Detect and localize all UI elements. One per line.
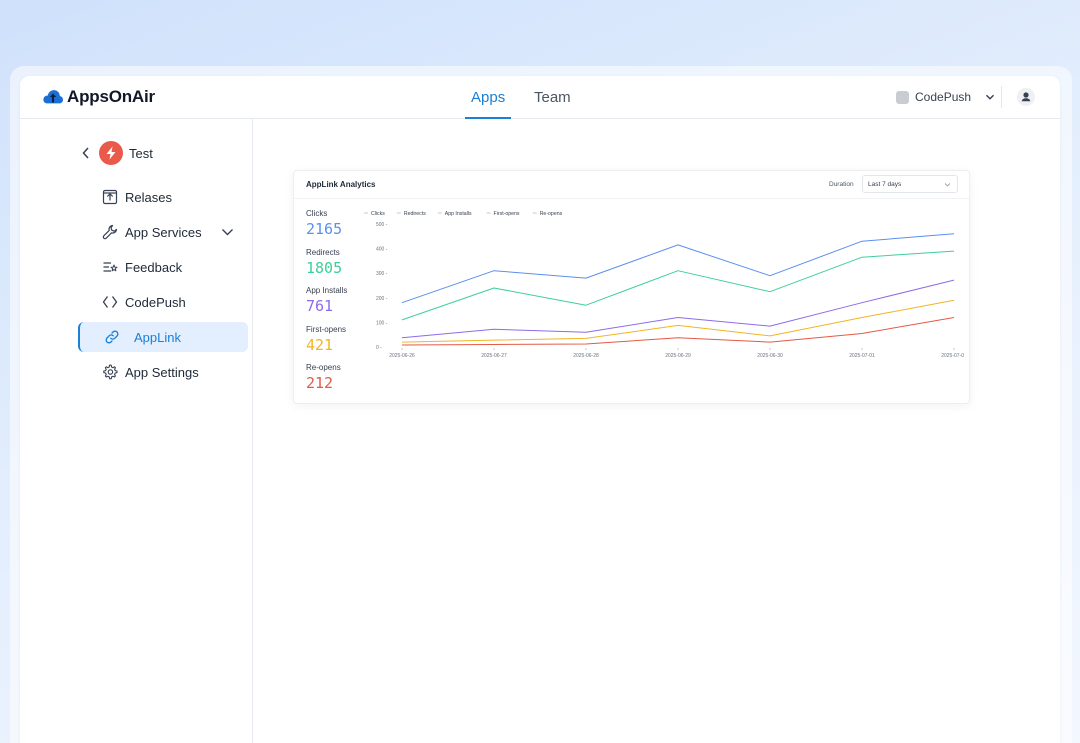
x-tick-label: 2025-06-29 bbox=[665, 353, 691, 359]
y-tick-label: 0 - bbox=[376, 345, 382, 351]
card-header: AppLink Analytics Duration Last 7 days bbox=[294, 171, 969, 199]
series-line-re-opens bbox=[401, 317, 955, 346]
x-tick-label: 2025-07-01 bbox=[849, 353, 875, 359]
legend-item: First-opens bbox=[494, 211, 520, 217]
y-tick-label: 200 - bbox=[376, 296, 388, 302]
x-tick-label: 2025-06-26 bbox=[389, 353, 415, 359]
sidebar-item-label: App Services bbox=[125, 224, 202, 240]
sidebar-item-label: App Settings bbox=[125, 364, 199, 380]
y-tick-label: 500 - bbox=[376, 222, 388, 228]
x-tick-label: 2025-06-30 bbox=[757, 353, 783, 359]
duration-select[interactable]: Last 7 days bbox=[862, 175, 958, 193]
project-dropdown[interactable]: CodePush bbox=[896, 90, 995, 104]
active-tab-indicator bbox=[465, 117, 511, 119]
stats-summary: Clicks 2165 Redirects 1805 App Installs … bbox=[306, 209, 347, 402]
stat-label: App Installs bbox=[306, 286, 348, 295]
stat-label: First-opens bbox=[306, 324, 347, 334]
wrench-icon bbox=[102, 224, 118, 240]
tab-apps[interactable]: Apps bbox=[471, 89, 506, 106]
x-tick-label: 2025-07-02 bbox=[941, 353, 964, 359]
app-name: Test bbox=[129, 145, 153, 161]
sidebar: Test Relases App Services Feed bbox=[20, 119, 253, 743]
stat-value: 2165 bbox=[306, 220, 343, 238]
stat-first-opens: First-opens 421 bbox=[306, 325, 347, 364]
chevron-down-icon bbox=[944, 183, 951, 187]
tab-team[interactable]: Team bbox=[534, 89, 571, 106]
legend-item: App Installs bbox=[445, 211, 472, 217]
card-title: AppLink Analytics bbox=[306, 180, 376, 189]
sidebar-item-label: AppLink bbox=[134, 329, 181, 345]
sidebar-item-label: CodePush bbox=[125, 294, 186, 310]
stat-label: Clicks bbox=[306, 209, 328, 218]
y-tick-label: 300 - bbox=[376, 271, 388, 277]
series-line-first-opens bbox=[401, 299, 955, 343]
gear-icon bbox=[103, 364, 118, 380]
app-header: Test bbox=[80, 141, 153, 165]
duration-value: Last 7 days bbox=[868, 181, 902, 188]
stat-value: 1805 bbox=[306, 258, 343, 277]
chevron-left-icon[interactable] bbox=[80, 146, 92, 160]
stat-label: Redirects bbox=[306, 247, 340, 257]
legend-item: Redirects bbox=[404, 211, 426, 217]
x-tick-label: 2025-06-28 bbox=[573, 353, 599, 359]
sidebar-item-releases[interactable]: Relases bbox=[78, 182, 248, 212]
legend-item: Re-opens bbox=[540, 211, 563, 217]
app-window: AppsOnAir Apps Team CodePush bbox=[20, 76, 1060, 743]
y-tick-label: 100 - bbox=[376, 320, 388, 326]
user-avatar-icon[interactable] bbox=[1017, 88, 1035, 106]
project-avatar bbox=[896, 90, 909, 104]
stat-value: 212 bbox=[306, 374, 334, 392]
sidebar-item-applink[interactable]: AppLink bbox=[78, 322, 248, 352]
series-line-app-installs bbox=[401, 279, 955, 339]
upload-box-icon bbox=[102, 189, 118, 205]
top-navbar: AppsOnAir Apps Team CodePush bbox=[20, 76, 1060, 119]
brand-logo[interactable]: AppsOnAir bbox=[42, 87, 155, 107]
analytics-line-chart: Clicks Redirects App Installs First-opens Re… bbox=[364, 211, 964, 359]
stat-re-opens: Re-opens 212 bbox=[306, 363, 347, 402]
applink-analytics-card: AppLink Analytics Duration Last 7 days C… bbox=[293, 170, 970, 404]
sidebar-item-feedback[interactable]: Feedback bbox=[78, 252, 248, 282]
sidebar-item-label: Feedback bbox=[125, 259, 183, 275]
brand-name: AppsOnAir bbox=[67, 87, 155, 106]
legend-item: Clicks bbox=[371, 211, 385, 217]
stat-label: Re-opens bbox=[306, 363, 341, 372]
stat-value: 421 bbox=[306, 335, 334, 354]
lightning-icon bbox=[106, 146, 116, 160]
feedback-icon bbox=[103, 262, 118, 272]
topbar-divider bbox=[1001, 86, 1002, 108]
sidebar-item-app-settings[interactable]: App Settings bbox=[78, 357, 248, 387]
chevron-down-icon[interactable] bbox=[221, 226, 234, 238]
code-brackets-icon bbox=[102, 296, 118, 308]
cloud-upload-icon bbox=[43, 90, 63, 104]
app-icon bbox=[99, 141, 123, 165]
link-icon bbox=[105, 330, 119, 344]
x-tick-label: 2025-06-27 bbox=[481, 353, 507, 359]
stat-app-installs: App Installs 761 bbox=[306, 286, 347, 325]
project-name: CodePush bbox=[915, 90, 972, 104]
sidebar-item-label: Relases bbox=[125, 189, 172, 205]
sidebar-item-codepush[interactable]: CodePush bbox=[78, 287, 248, 317]
series-line-redirects bbox=[401, 250, 955, 321]
y-tick-label: 400 - bbox=[376, 247, 388, 253]
stat-clicks: Clicks 2165 bbox=[306, 209, 347, 248]
chevron-down-icon bbox=[986, 94, 995, 100]
sidebar-item-app-services[interactable]: App Services bbox=[78, 217, 248, 247]
duration-label: Duration bbox=[829, 181, 854, 188]
stat-redirects: Redirects 1805 bbox=[306, 248, 347, 287]
series-line-clicks bbox=[401, 233, 955, 304]
stat-value: 761 bbox=[306, 297, 334, 315]
